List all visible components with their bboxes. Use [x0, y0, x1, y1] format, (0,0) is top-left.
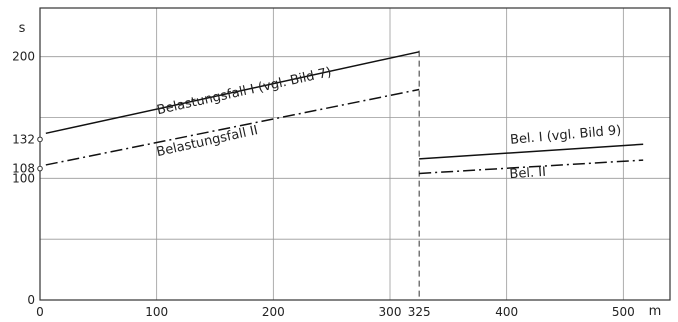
series-label-bel-1: Bel. I (vgl. Bild 9): [509, 123, 621, 148]
series-line-1: [45, 51, 420, 135]
series-lines: [37, 51, 644, 175]
y-tick-label: 108: [12, 162, 35, 176]
series-line-4: [419, 159, 644, 175]
x-tick-label: 325: [408, 305, 431, 319]
series-line-3: [419, 143, 644, 160]
x-axis-label: m: [649, 304, 662, 319]
x-tick-label: 400: [495, 305, 518, 319]
x-tick-label: 500: [612, 305, 635, 319]
series-label-belastungsfall-1: Belastungsfall I (vgl. Bild 7): [155, 65, 333, 118]
y-axis-label: s: [19, 21, 26, 36]
axis-marker: [37, 165, 43, 172]
x-tick-label: 200: [262, 305, 285, 319]
series-label-bel-2: Bel. II: [509, 165, 546, 183]
series-line-2: [45, 88, 420, 166]
grid: [40, 8, 670, 300]
x-tick-label: 300: [379, 305, 402, 319]
x-tick-label: 100: [145, 305, 168, 319]
y-tick-label: 200: [12, 50, 35, 64]
x-tick-label: 0: [36, 305, 44, 319]
series-label-belastungsfall-2: Belastungsfall II: [155, 123, 259, 160]
axes: [39, 7, 671, 301]
axis-marker: [37, 136, 43, 143]
y-tick-label: 100: [12, 171, 35, 185]
y-tick-label: 0: [27, 293, 35, 307]
plot-frame: [39, 7, 671, 301]
y-tick-label: 132: [12, 132, 35, 146]
